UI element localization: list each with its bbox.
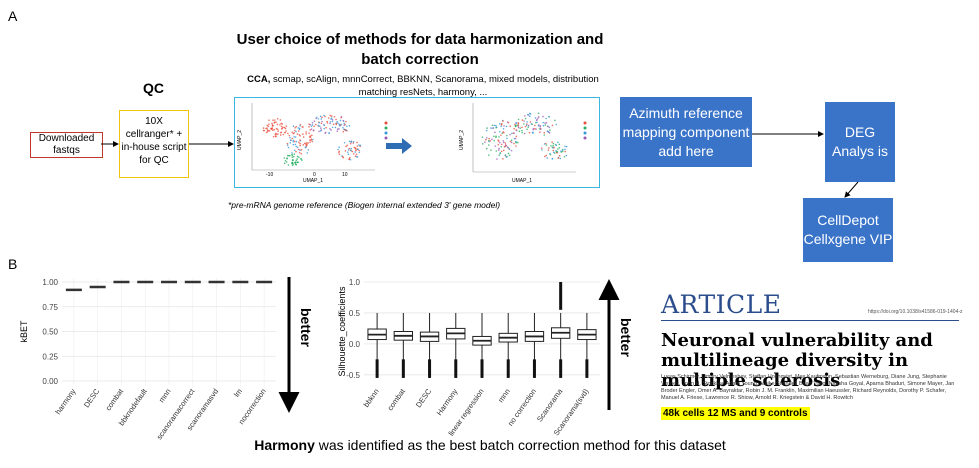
article-highlight-wrap: 48k cells 12 MS and 9 controls <box>661 403 810 421</box>
kbet-xtick-label: DESC <box>82 387 102 410</box>
umap-left-xlabel: UMAP_1 <box>303 178 323 184</box>
sil-ytick-label: 0.5 <box>349 309 361 318</box>
umap-transform-arrow <box>386 138 412 154</box>
kbet-xtick-label: mnn <box>157 387 173 404</box>
kbet-ytick-label: 0.25 <box>42 352 58 361</box>
kbet-ytick-label: 0.75 <box>42 303 58 312</box>
silhouette-chart: -0.5 0.0 0.5 1.0Silhouette_coefficientsbbkn… <box>337 278 600 438</box>
umap-right-xlabel: UMAP_1 <box>512 178 532 184</box>
umap-left-cluster <box>337 140 362 161</box>
sil-ylabel: Silhouette_coefficients <box>337 286 347 376</box>
umap-left-plot: UMAP_2 UMAP_1 -10 0 10 <box>237 103 388 184</box>
footer-conclusion: Harmony was identified as the best batch… <box>254 437 726 453</box>
umap-left-ylabel: UMAP_2 <box>237 130 243 150</box>
umap-right-cluster <box>540 141 568 160</box>
umap-frame <box>234 97 600 188</box>
sil-ytick-label: 1.0 <box>349 278 361 287</box>
umap-left-cluster <box>286 123 314 155</box>
sil-xtick-label: Harmony <box>435 387 460 417</box>
sil-xtick-label: combat <box>385 386 407 412</box>
kbet-ylabel: kBET <box>19 320 29 343</box>
umap-left-xtick-0: -10 <box>266 172 273 178</box>
kbet-ytick-label: 1.00 <box>42 278 58 287</box>
umap-left-xtick-2: 10 <box>342 172 348 178</box>
kbet-xtick-label: lm <box>232 387 244 399</box>
footnote: *pre-mRNA genome reference (Biogen inter… <box>228 200 501 210</box>
kbet-xtick-label: combat <box>104 386 126 412</box>
sil-ytick-label: -0.5 <box>346 371 360 380</box>
article-title: Neuronal vulnerability and multilineage … <box>661 330 933 391</box>
arrow-deg-to-celldepot <box>844 181 859 198</box>
umap-right-ylabel: UMAP_2 <box>459 130 465 150</box>
umap-left-cluster <box>283 153 303 166</box>
kbet-xtick-label: harmony <box>53 387 77 416</box>
sil-xtick-label: mnn <box>496 387 512 404</box>
umap-right-cluster <box>513 112 558 136</box>
fastq-box: Downloaded fastqs <box>30 132 103 158</box>
article-doi: https://doi.org/10.1038/s41586-019-1404-… <box>868 309 963 315</box>
sil-xtick-label: DESC <box>414 387 434 410</box>
pipeline-title: User choice of methods for data harmoniz… <box>236 31 604 68</box>
umap-left-legend <box>384 121 388 140</box>
umap-right-plot: UMAP_2 UMAP_1 <box>459 103 587 184</box>
sil-better-label: better <box>618 318 634 357</box>
umap-right-cluster <box>481 119 519 160</box>
deg-box: DEG Analys is <box>825 102 895 182</box>
article-header: ARTICLE <box>661 290 782 319</box>
umap-left-cluster <box>308 114 351 135</box>
article-highlight: 48k cells 12 MS and 9 controls <box>661 407 810 420</box>
article-authors: Lucas Schirmer, Dmitry Velmeshev, Staffa… <box>661 374 955 401</box>
sil-ytick-label: 0.0 <box>349 340 361 349</box>
sil-xtick-label: bbknn <box>362 387 381 409</box>
panel-a-label: A <box>8 8 18 24</box>
article-rule <box>661 320 959 321</box>
methods-list: CCA, scmap, scAlign, mnnCorrect, BBKNN, … <box>247 74 599 98</box>
qc-title: QC <box>143 80 164 96</box>
azimuth-box: Azimuth reference mapping component add … <box>620 97 752 167</box>
kbet-ytick-label: 0.50 <box>42 328 58 337</box>
qc-box: 10X cellranger* + in-house script for QC <box>119 110 189 178</box>
panel-b-label: B <box>8 256 18 272</box>
umap-right-legend <box>583 121 587 140</box>
umap-left-cluster <box>262 117 288 138</box>
umap-left-xtick-1: 0 <box>313 172 316 178</box>
kbet-better-label: better <box>298 308 314 347</box>
kbet-chart: 0.00 0.25 0.50 0.75 1.00 kBET harmony DESC comba… <box>19 278 276 441</box>
kbet-ytick-label: 0.00 <box>42 377 58 386</box>
celldepot-box: CellDepot Cellxgene VIP <box>803 198 893 262</box>
